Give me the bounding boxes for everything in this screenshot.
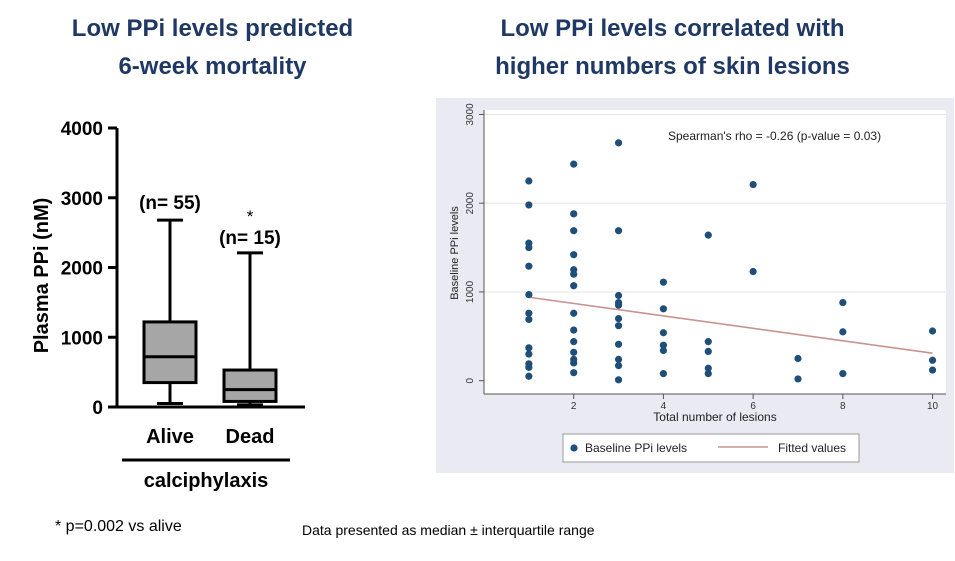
data-point <box>570 251 578 259</box>
data-point <box>570 326 578 334</box>
y-tick-label: 2000 <box>61 259 103 280</box>
data-point <box>525 315 533 324</box>
data-point <box>659 369 668 378</box>
y-tick-label: 1000 <box>465 280 476 303</box>
data-point <box>570 348 578 356</box>
data-point <box>525 350 533 358</box>
data-point <box>570 359 578 367</box>
y-axis-label: Baseline PPi levels <box>449 206 461 300</box>
data-point <box>570 338 578 346</box>
data-point <box>525 309 533 317</box>
data-point <box>614 362 623 370</box>
x-tick-label: 4 <box>661 401 667 412</box>
y-tick-label: 0 <box>92 398 103 419</box>
spearman-annotation: Spearman's rho = -0.26 (p-value = 0.03) <box>668 129 881 143</box>
right-title-line-2: higher numbers of skin lesions <box>495 53 850 80</box>
iqr-box <box>142 320 198 385</box>
x-tick-label: 6 <box>750 401 756 412</box>
plot-area <box>484 110 946 394</box>
y-tick-label: 3000 <box>61 189 103 210</box>
data-point <box>928 366 937 374</box>
right-chart-title: Low PPi levels correlated with higher nu… <box>430 10 915 86</box>
data-point <box>614 376 623 384</box>
x-tick-label: 10 <box>927 401 939 412</box>
data-point <box>659 329 668 337</box>
box-plot-chart: 0 1000 2000 3000 4000 Plasma PPi (nM) Alive Dea… <box>31 119 305 492</box>
data-point <box>614 322 623 330</box>
data-point <box>794 375 802 383</box>
data-point <box>839 369 847 378</box>
data-point <box>659 341 668 349</box>
data-point <box>614 301 623 309</box>
data-point <box>570 160 578 168</box>
y-tick-label: 2000 <box>465 192 476 215</box>
data-point <box>704 347 712 355</box>
data-point <box>525 243 533 252</box>
significance-marker: * <box>247 207 254 226</box>
data-point <box>614 314 623 323</box>
data-point <box>614 227 623 235</box>
data-point <box>659 346 668 355</box>
data-point <box>928 327 937 335</box>
data-point <box>794 354 802 363</box>
scatter-plot-chart: 0 1000 2000 3000 2 4 6 8 10 Total number of lesio… <box>436 98 954 473</box>
legend-box <box>562 433 860 463</box>
y-tick-label: 4000 <box>61 119 103 140</box>
n-label-alive: (n= 55) <box>139 193 201 214</box>
data-point <box>570 282 578 290</box>
left-title-line-1: Low PPi levels predicted <box>71 15 354 42</box>
right-title-line-1: Low PPi levels correlated with <box>500 15 845 42</box>
data-point <box>839 298 847 307</box>
data-point <box>525 344 533 352</box>
data-point <box>570 309 578 317</box>
x-tick-label: 2 <box>571 401 577 412</box>
data-point <box>614 340 623 348</box>
data-point <box>659 305 668 313</box>
data-point <box>614 291 623 300</box>
data-point <box>659 278 668 286</box>
data-point <box>525 372 533 380</box>
data-presentation-note: Data presented as median ± interquartile… <box>302 522 595 538</box>
x-axis-label: Total number of lesions <box>653 410 776 424</box>
category-label: Dead <box>226 426 275 448</box>
data-point <box>704 364 712 372</box>
y-tick-label: 1000 <box>61 328 103 349</box>
fitted-values-line <box>528 296 933 354</box>
legend-label-points: Baseline PPi levels <box>585 441 687 455</box>
y-tick-label: 0 <box>465 377 476 383</box>
data-point <box>839 328 847 336</box>
data-point <box>928 356 937 364</box>
y-axis-label: Plasma PPi (nM) <box>31 198 53 354</box>
data-point <box>749 180 757 189</box>
left-chart-title: Low PPi levels predicted 6-week mortalit… <box>30 10 395 86</box>
legend-dot-marker <box>570 444 578 452</box>
data-point <box>525 262 533 270</box>
data-point <box>525 201 533 209</box>
data-point <box>614 355 623 363</box>
legend-label-fit: Fitted values <box>778 441 846 455</box>
y-tick-label: 3000 <box>465 103 476 126</box>
data-point <box>570 270 578 278</box>
group-label: calciphylaxis <box>144 470 269 492</box>
data-point <box>749 267 757 276</box>
data-point <box>570 210 578 218</box>
data-point <box>525 177 533 185</box>
data-point <box>704 369 712 378</box>
data-point <box>570 369 578 377</box>
data-point <box>704 338 712 346</box>
data-point <box>525 363 533 371</box>
data-point <box>525 291 533 299</box>
data-point <box>570 227 578 235</box>
n-label-dead: (n= 15) <box>219 228 281 249</box>
data-point <box>704 231 712 239</box>
data-point <box>614 139 623 147</box>
iqr-box <box>222 368 278 403</box>
left-title-line-2: 6-week mortality <box>118 53 307 80</box>
x-tick-label: 8 <box>840 401 846 412</box>
category-label: Alive <box>146 426 194 448</box>
significance-footnote: * p=0.002 vs alive <box>55 518 182 535</box>
